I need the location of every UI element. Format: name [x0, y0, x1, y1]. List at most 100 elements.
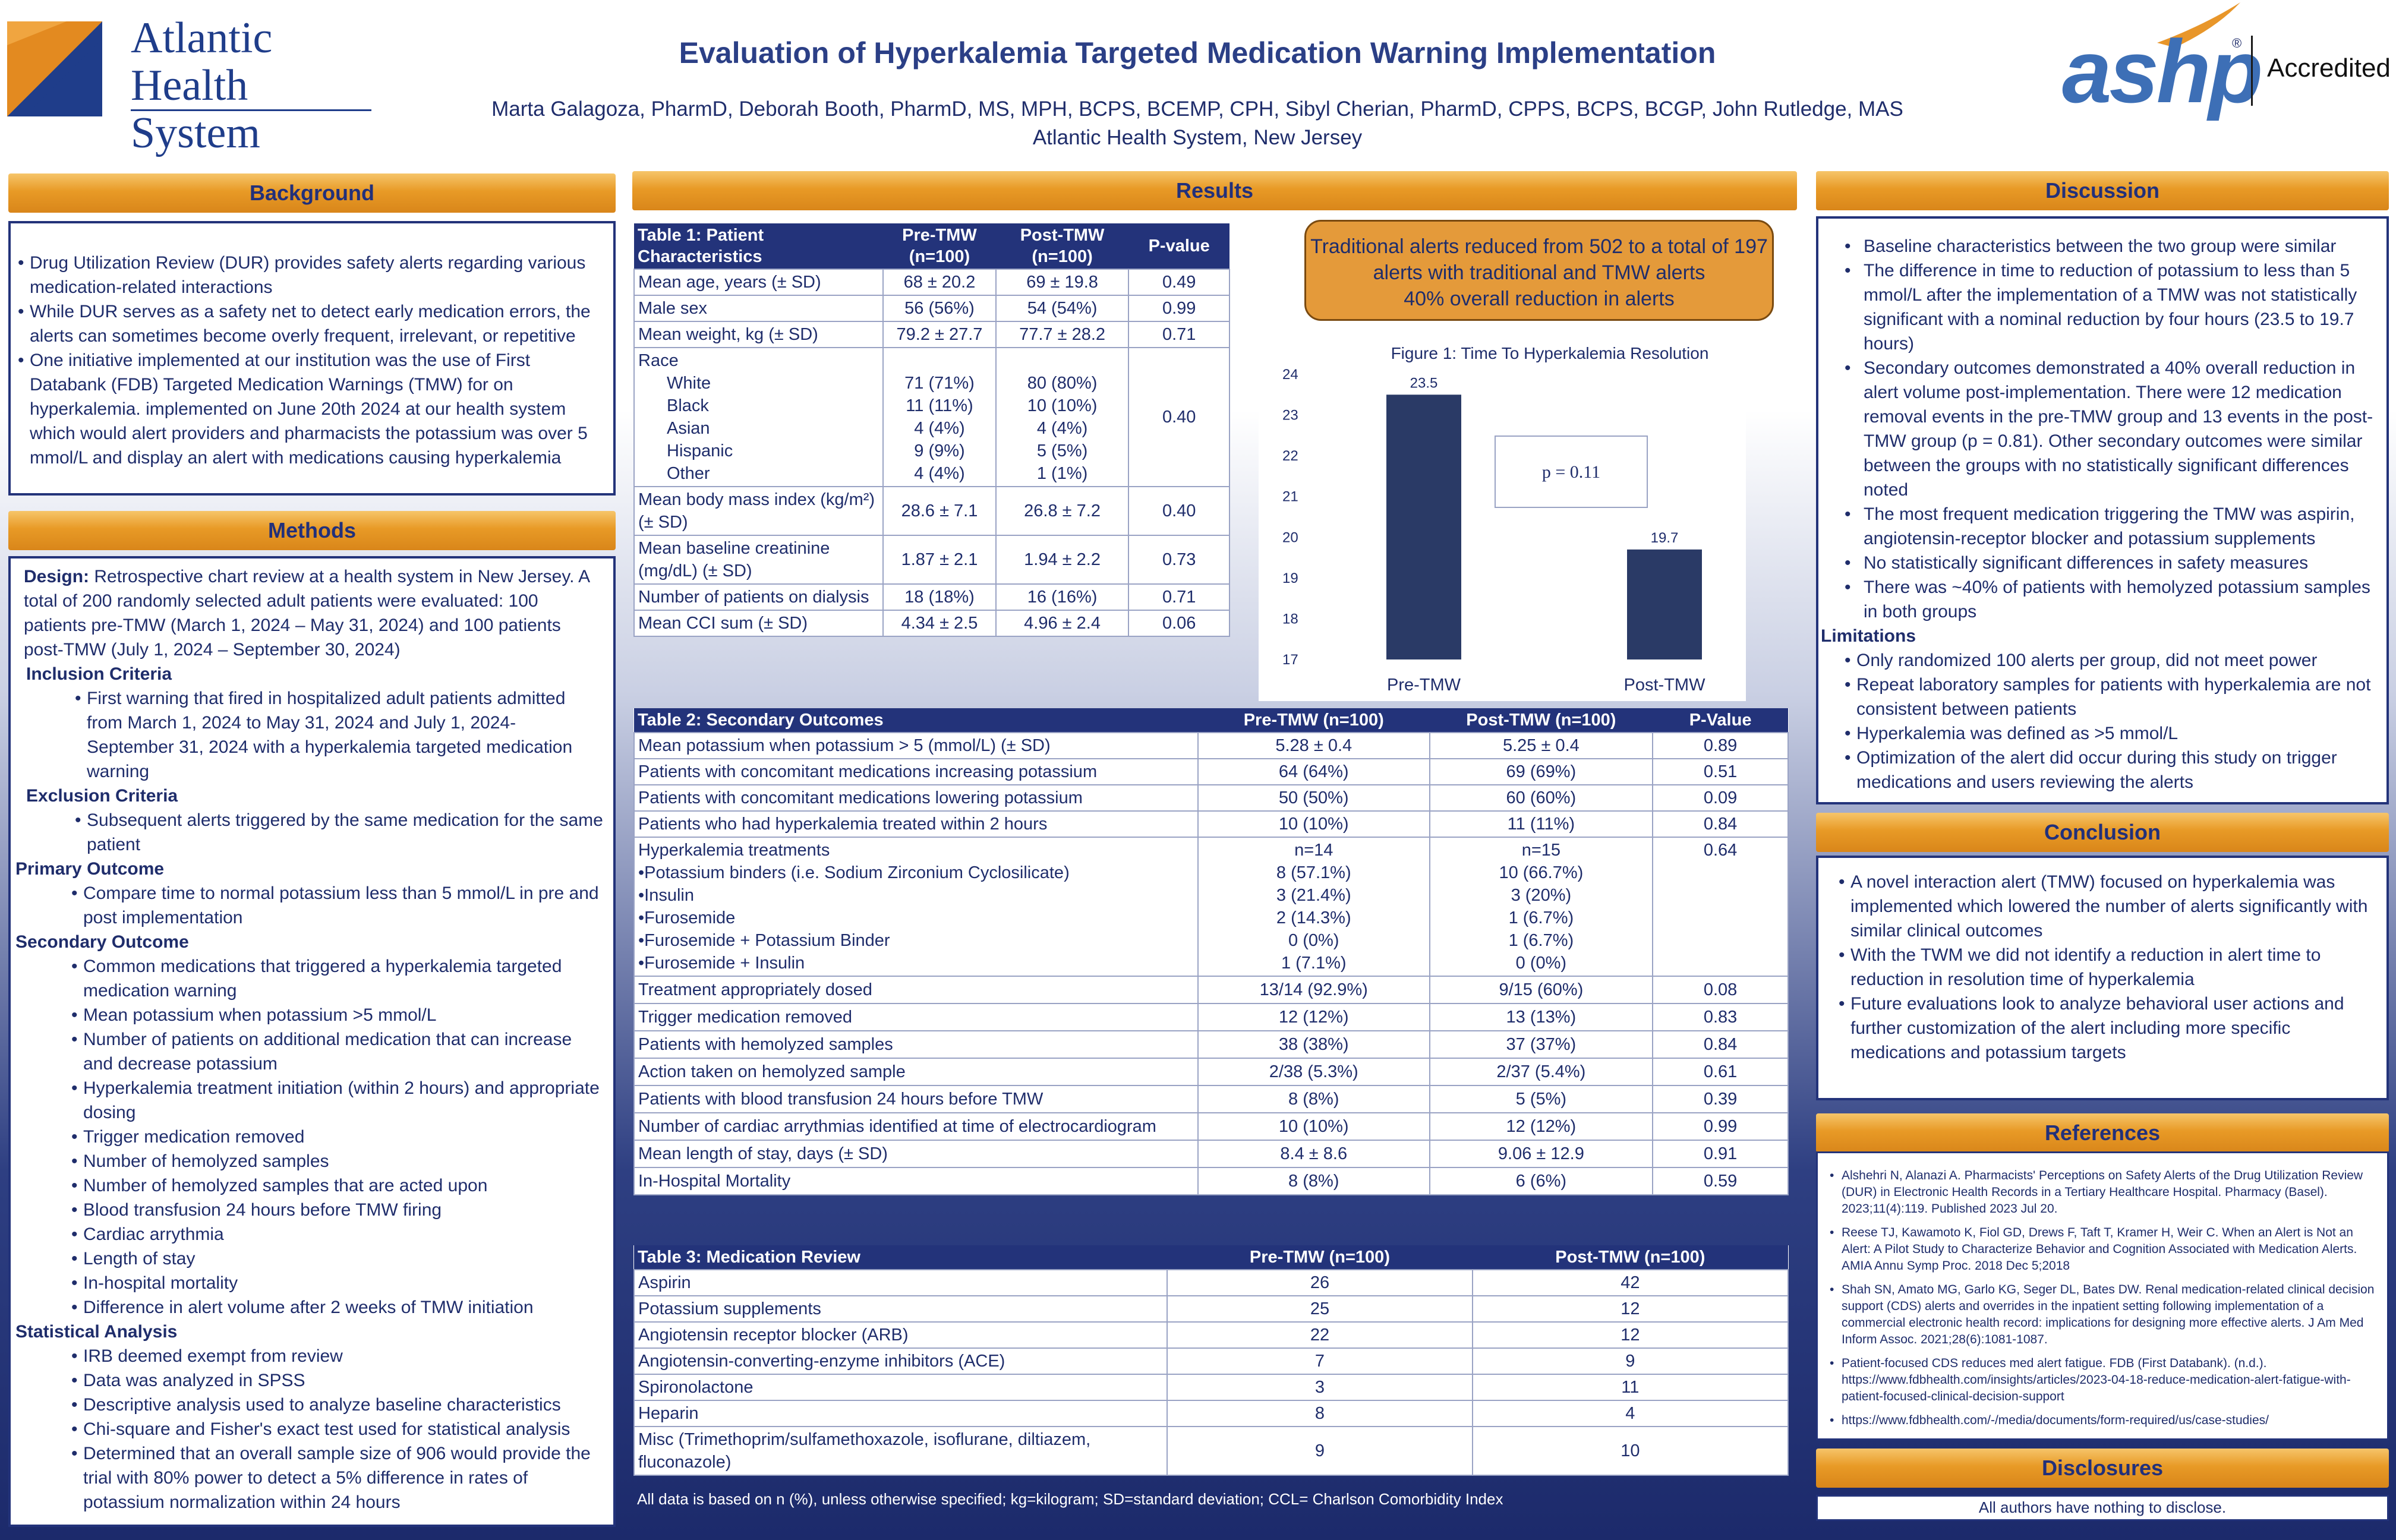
- limitation-item: Repeat laboratory samples for patients w…: [1842, 673, 2381, 721]
- treatments-pre: n=14 8 (57.1%) 3 (21.4%) 2 (14.3%) 0 (0%) 1 (…: [1197, 837, 1430, 977]
- treatment-line: 10 (66.7%): [1499, 863, 1584, 882]
- discussion-section: Baseline characteristics between the two…: [1816, 216, 2389, 804]
- table-cell: 13 (13%): [1429, 1003, 1654, 1031]
- race-category: Black: [667, 396, 709, 415]
- table-row: Mean baseline creatinine (mg/dL) (± SD) 1…: [633, 535, 1230, 585]
- table-cell: Spironolactone: [633, 1374, 1168, 1401]
- y-tick-label: 18: [1282, 611, 1298, 627]
- table-row: Aspirin 26 42: [633, 1269, 1789, 1296]
- alert-reduction-callout: Traditional alerts reduced from 502 to a…: [1304, 220, 1774, 321]
- table-cell: 18 (18%): [882, 583, 997, 611]
- table-cell: Angiotensin receptor blocker (ARB): [633, 1321, 1168, 1349]
- treatments-post: n=15 10 (66.7%) 3 (20%) 1 (6.7%) 1 (6.7%) 0 (…: [1429, 837, 1654, 977]
- bar-value-label: 19.7: [1651, 530, 1679, 546]
- table-cell: Action taken on hemolyzed sample: [633, 1058, 1199, 1086]
- table-cell: Number of cardiac arrythmias identified …: [633, 1112, 1199, 1141]
- treatment-line: 1 (7.1%): [1281, 954, 1347, 973]
- table-header-cell: P-value: [1128, 223, 1229, 269]
- table-cell: 12 (12%): [1429, 1112, 1654, 1141]
- y-tick-label: 23: [1282, 408, 1298, 424]
- table-cell: 0.39: [1652, 1085, 1789, 1113]
- table-cell: 69 ± 19.8: [995, 269, 1130, 296]
- table-cell: 0.83: [1652, 1003, 1789, 1031]
- table-header-cell: Pre-TMW (n=100): [883, 223, 996, 269]
- table-cell: 8.4 ± 8.6: [1197, 1140, 1430, 1168]
- table-cell: 0.08: [1652, 976, 1789, 1004]
- poster-title: Evaluation of Hyperkalemia Targeted Medi…: [679, 36, 1716, 70]
- treatment-line: 3 (21.4%): [1276, 886, 1351, 905]
- treatment-line: 1 (6.7%): [1508, 931, 1574, 950]
- bar-post-tmw: [1627, 549, 1702, 659]
- y-tick-label: 20: [1282, 529, 1298, 545]
- secondary-outcome-item: Hyperkalemia treatment initiation (withi…: [69, 1076, 605, 1125]
- table-cell: 1.87 ± 2.1: [882, 535, 997, 585]
- conclusion-item: Future evaluations look to analyze behav…: [1836, 992, 2375, 1065]
- table-row: Patients with hemolyzed samples 38 (38%) 3…: [633, 1030, 1789, 1059]
- table-row: Patients with concomitant medications in…: [633, 758, 1789, 785]
- race-pre-value: 11 (11%): [906, 396, 973, 415]
- table-cell: Patients with hemolyzed samples: [633, 1030, 1199, 1059]
- race-pre-value: 4 (4%): [914, 464, 965, 483]
- treatment-line: n=14: [1294, 841, 1333, 860]
- author-block: Marta Galagoza, PharmD, Deborah Booth, P…: [416, 95, 1979, 152]
- treatments-p: 0.64: [1652, 837, 1789, 977]
- statistical-analysis-item: IRB deemed exempt from review: [69, 1344, 605, 1368]
- table-row: Mean body mass index (kg/m²) (± SD) 28.6 …: [633, 486, 1230, 536]
- table-row: Misc (Trimethoprim/sulfamethoxazole, iso…: [633, 1426, 1789, 1476]
- race-post: 80 (80%) 10 (10%) 4 (4%) 5 (5%) 1 (1%): [995, 347, 1130, 487]
- discussion-item: Baseline characteristics between the two…: [1833, 234, 2381, 258]
- table-cell: 3: [1167, 1374, 1473, 1401]
- table-cell: Mean CCI sum (± SD): [633, 610, 884, 637]
- table-cell: Male sex: [633, 295, 884, 322]
- disclosures-heading: Disclosures: [1816, 1449, 2389, 1488]
- table-cell: 54 (54%): [995, 295, 1130, 322]
- table-row: Action taken on hemolyzed sample 2/38 (5.…: [633, 1058, 1789, 1086]
- secondary-outcome-label: Secondary Outcome: [15, 932, 189, 952]
- race-pre-value: 4 (4%): [914, 419, 965, 438]
- secondary-outcome-item: Cardiac arrythmia: [69, 1222, 605, 1246]
- table-header-cell: Post-TMW (n=100): [1429, 708, 1653, 733]
- table-cell: 60 (60%): [1429, 784, 1654, 812]
- table-cell: 0.06: [1128, 610, 1230, 637]
- table-cell: 0.71: [1128, 321, 1230, 348]
- secondary-outcome-item: Number of hemolyzed samples that are act…: [69, 1173, 605, 1198]
- p-value-annotation: p = 0.11: [1542, 462, 1600, 482]
- limitation-item: Only randomized 100 alerts per group, di…: [1842, 648, 2381, 673]
- atlantic-logo-text: Atlantic Health System: [131, 14, 387, 157]
- table-cell: Mean baseline creatinine (mg/dL) (± SD): [633, 535, 884, 585]
- table-cell: 56 (56%): [882, 295, 997, 322]
- ashp-registered-mark: ®: [2232, 36, 2242, 51]
- table-cell: 37 (37%): [1429, 1030, 1654, 1059]
- affiliation: Atlantic Health System, New Jersey: [1032, 126, 1363, 149]
- table-row: Potassium supplements 25 12: [633, 1295, 1789, 1323]
- inclusion-item: First warning that fired in hospitalized…: [72, 686, 605, 784]
- table-cell: 77.7 ± 28.2: [995, 321, 1130, 348]
- table-header-cell: Table 2: Secondary Outcomes: [634, 708, 1198, 733]
- table-cell: 0.61: [1652, 1058, 1789, 1086]
- table-cell: Patients with concomitant medications in…: [633, 758, 1199, 785]
- discussion-heading: Discussion: [1816, 171, 2389, 210]
- table-cell: Patients with blood transfusion 24 hours…: [633, 1085, 1199, 1113]
- race-post-value: 10 (10%): [1027, 396, 1098, 415]
- table-cell: 12 (12%): [1197, 1003, 1430, 1031]
- y-tick-label: 24: [1282, 367, 1298, 383]
- table-cell: 25: [1167, 1295, 1473, 1323]
- atlantic-logo-mark-icon: [7, 21, 102, 116]
- table-cell: Mean weight, kg (± SD): [633, 321, 884, 348]
- race-pre-value: 71 (71%): [904, 374, 975, 393]
- table-cell: 13/14 (92.9%): [1197, 976, 1430, 1004]
- race-post-value: 5 (5%): [1036, 441, 1088, 460]
- spacer: [1000, 349, 1125, 372]
- race-post-value: 80 (80%): [1027, 374, 1098, 393]
- conclusion-heading: Conclusion: [1816, 813, 2389, 852]
- table-cell: Mean age, years (± SD): [633, 269, 884, 296]
- table-cell: Angiotensin-converting-enzyme inhibitors…: [633, 1348, 1168, 1375]
- authors: Marta Galagoza, PharmD, Deborah Booth, P…: [491, 97, 1903, 121]
- secondary-outcome-list: Common medications that triggered a hype…: [15, 954, 605, 1320]
- table-cell: Mean potassium when potassium > 5 (mmol/…: [633, 732, 1199, 759]
- bar-value-label: 23.5: [1410, 375, 1438, 391]
- results-heading: Results: [632, 171, 1797, 210]
- table-cell: 2/37 (5.4%): [1429, 1058, 1654, 1086]
- statistical-analysis-item: Determined that an overall sample size o…: [69, 1441, 605, 1514]
- treatment-line: 8 (57.1%): [1276, 863, 1351, 882]
